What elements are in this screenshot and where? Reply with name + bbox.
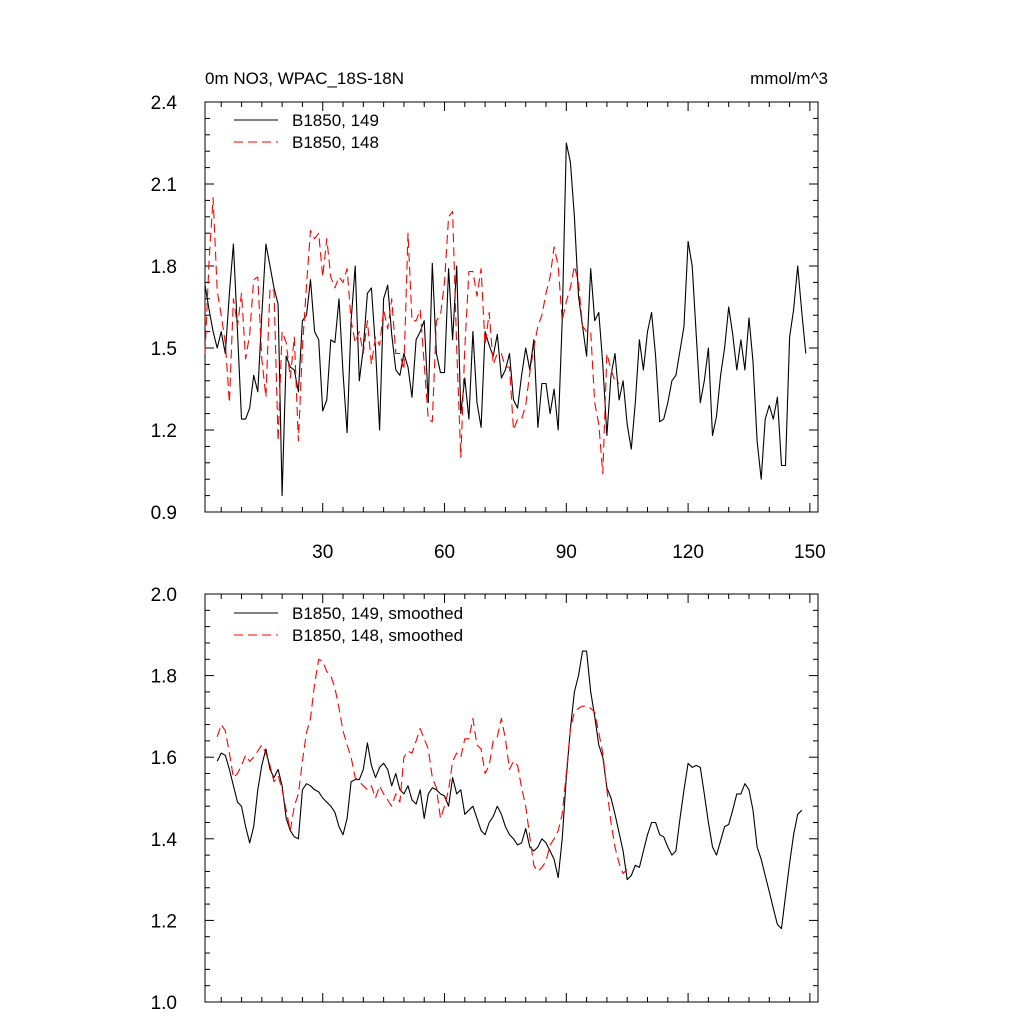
top-legend-label-1: B1850, 149 xyxy=(292,111,379,130)
top-panel-units: mmol/m^3 xyxy=(750,69,828,88)
top-series-line-2 xyxy=(204,197,620,475)
bottom-y-tick-label: 1.8 xyxy=(151,667,177,688)
top-y-tick-label: 1.2 xyxy=(151,421,177,442)
top-x-tick-label: 60 xyxy=(434,542,455,563)
bottom-plot-frame xyxy=(204,593,819,1003)
top-y-tick-label: 2.4 xyxy=(151,93,178,114)
top-y-tick-label: 0.9 xyxy=(151,503,177,524)
top-x-tick-label: 150 xyxy=(794,542,826,563)
top-legend-label-2: B1850, 148 xyxy=(292,133,379,152)
bottom-legend-label-1: B1850, 149, smoothed xyxy=(292,604,463,623)
top-plot-frame xyxy=(204,101,819,513)
top-series-line-1 xyxy=(204,142,807,497)
bottom-y-tick-label: 1.4 xyxy=(151,830,178,851)
top-y-tick-label: 1.8 xyxy=(151,257,177,278)
bottom-legend-label-2: B1850, 148, smoothed xyxy=(292,626,463,645)
top-x-tick-label: 120 xyxy=(672,542,704,563)
bottom-y-tick-label: 2.0 xyxy=(151,585,177,606)
bottom-y-tick-label: 1.0 xyxy=(151,993,177,1014)
bottom-y-tick-label: 1.6 xyxy=(151,748,177,769)
bottom-series-line-2 xyxy=(216,658,632,875)
bottom-y-tick-label: 1.2 xyxy=(151,911,177,932)
top-x-tick-label: 30 xyxy=(312,542,333,563)
top-y-tick-label: 2.1 xyxy=(151,175,177,196)
bottom-panel: 1.0 1.2 1.4 1.6 1.8 2.0 B1850, 149, smoothed B1… xyxy=(151,585,819,1014)
bottom-series-line-1 xyxy=(216,650,803,930)
top-y-tick-label: 1.5 xyxy=(151,339,177,360)
top-panel: 0m NO3, WPAC_18S-18N mmol/m^3 0.9 1.2 1.5 1… xyxy=(151,69,828,563)
top-x-tick-label: 90 xyxy=(556,542,577,563)
top-panel-title: 0m NO3, WPAC_18S-18N xyxy=(205,69,404,88)
